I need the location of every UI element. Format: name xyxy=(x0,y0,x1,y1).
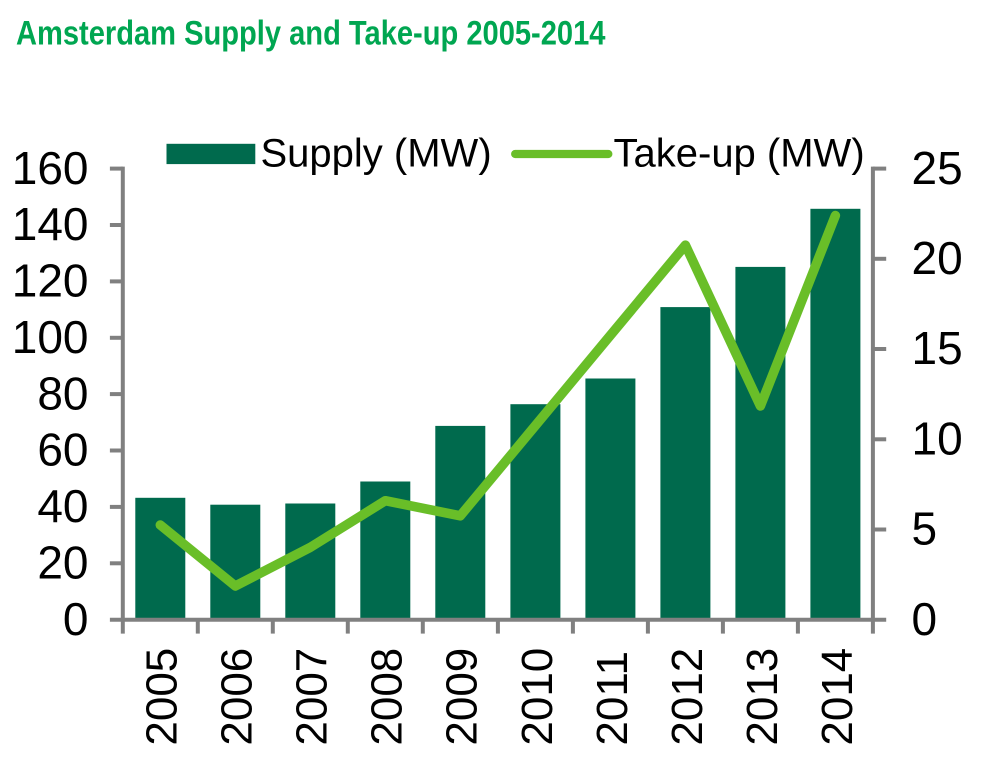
svg-text:Supply (MW): Supply (MW) xyxy=(261,131,492,175)
svg-text:2007: 2007 xyxy=(288,648,337,746)
svg-text:80: 80 xyxy=(37,367,88,419)
svg-text:20: 20 xyxy=(37,537,88,589)
svg-text:0: 0 xyxy=(912,593,938,645)
svg-text:Amsterdam Supply and Take-up 2: Amsterdam Supply and Take-up 2005-2014 xyxy=(16,13,606,52)
svg-text:2012: 2012 xyxy=(663,648,712,746)
svg-text:2006: 2006 xyxy=(213,648,262,746)
svg-text:5: 5 xyxy=(912,503,938,555)
svg-text:120: 120 xyxy=(12,255,89,307)
svg-text:2005: 2005 xyxy=(138,648,187,746)
svg-text:100: 100 xyxy=(12,311,89,363)
svg-text:2013: 2013 xyxy=(738,648,787,746)
svg-text:25: 25 xyxy=(912,142,963,194)
svg-text:2009: 2009 xyxy=(438,648,487,746)
svg-text:Take-up (MW): Take-up (MW) xyxy=(614,131,865,175)
svg-text:0: 0 xyxy=(63,593,89,645)
svg-text:160: 160 xyxy=(12,142,89,194)
svg-text:2011: 2011 xyxy=(588,651,637,746)
svg-text:10: 10 xyxy=(912,413,963,465)
svg-text:40: 40 xyxy=(37,480,88,532)
svg-text:20: 20 xyxy=(912,232,963,284)
svg-text:2014: 2014 xyxy=(813,648,862,746)
svg-text:140: 140 xyxy=(12,198,89,250)
svg-text:2010: 2010 xyxy=(513,648,562,746)
svg-text:15: 15 xyxy=(912,322,963,374)
svg-text:60: 60 xyxy=(37,424,88,476)
svg-text:2008: 2008 xyxy=(363,648,412,746)
